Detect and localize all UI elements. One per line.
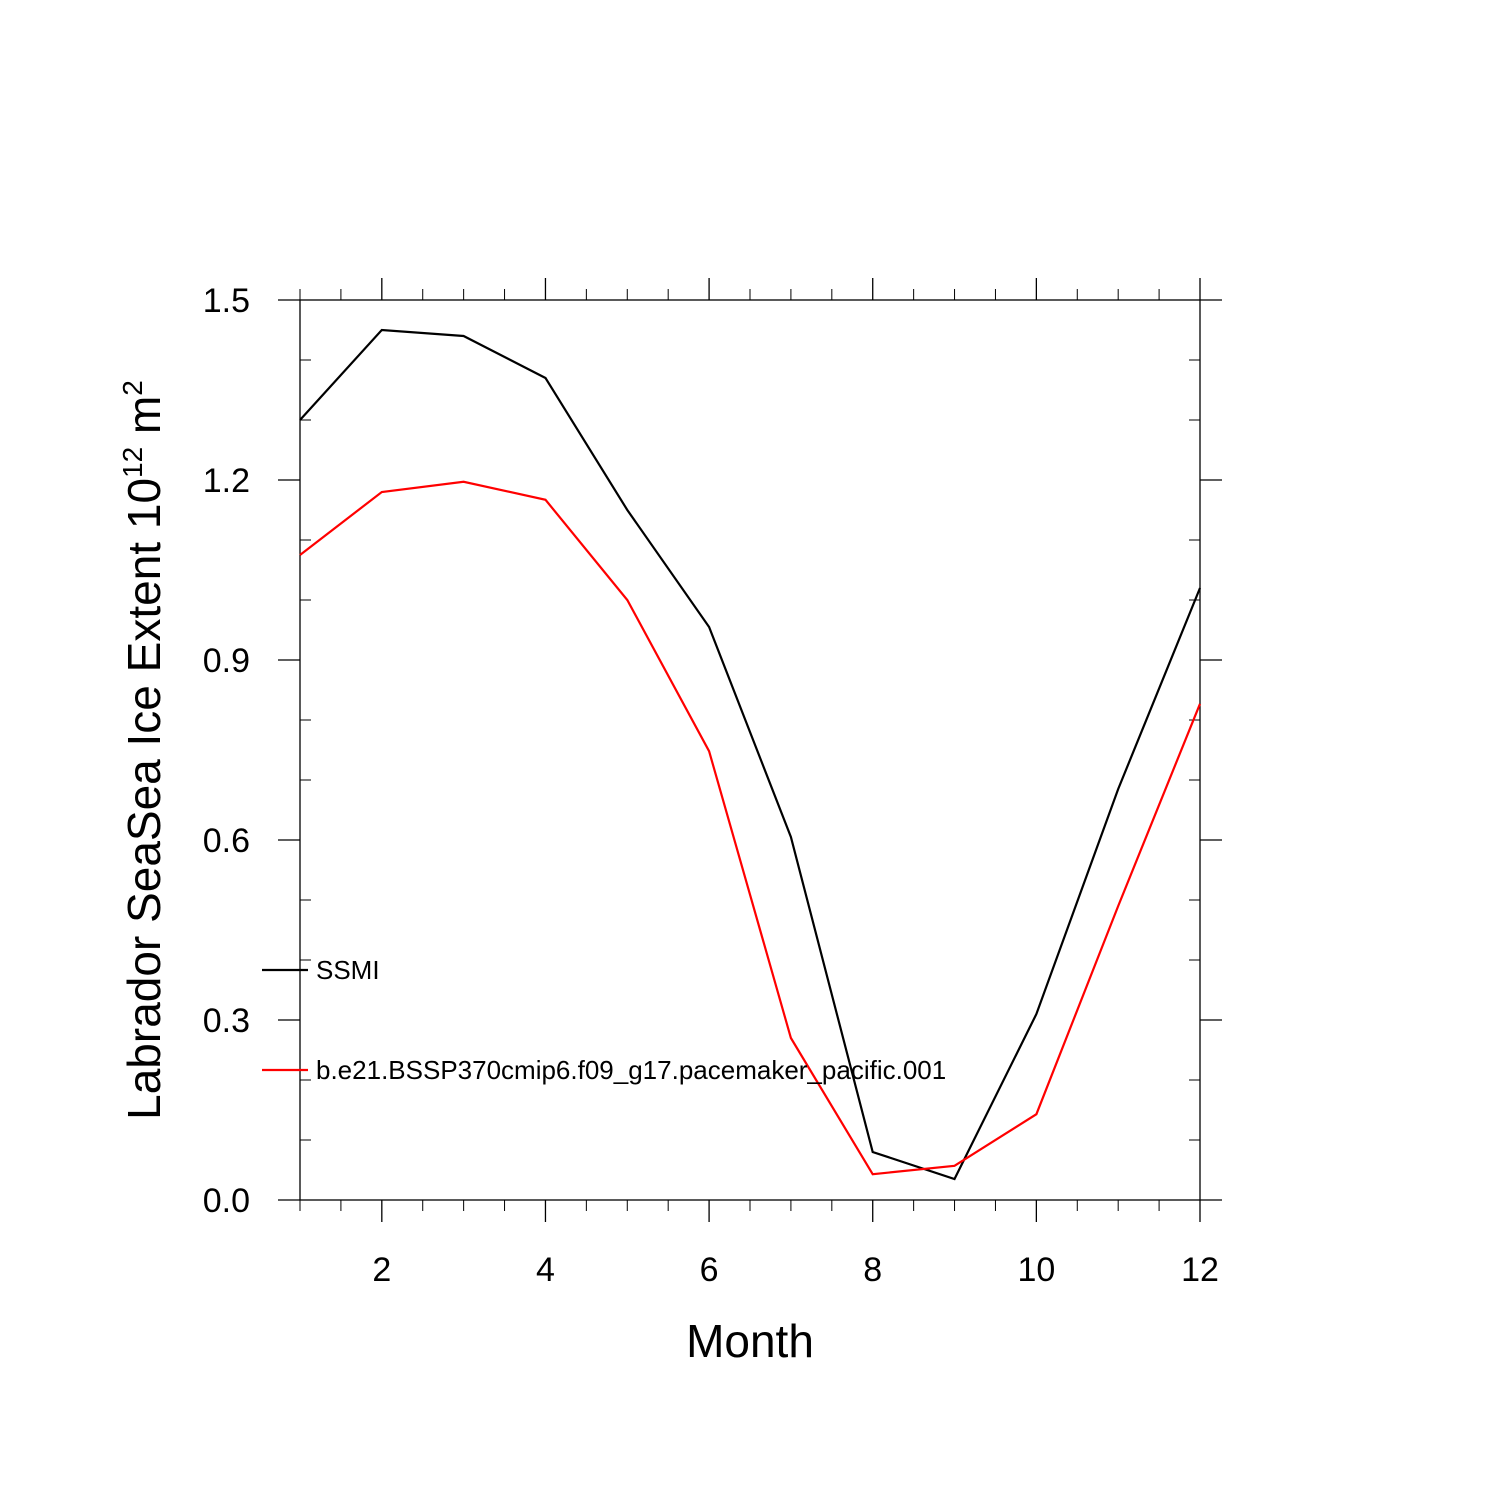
axis-ticks xyxy=(278,278,1222,1222)
y-tick-label: 0.9 xyxy=(203,642,250,680)
x-tick-labels: 2 4 6 8 10 12 xyxy=(372,1251,1219,1289)
x-tick-label: 6 xyxy=(700,1251,719,1289)
y-tick-labels: 0.0 0.3 0.6 0.9 1.2 1.5 xyxy=(203,282,250,1220)
y-tick-label: 1.5 xyxy=(203,282,250,320)
legend: SSMI b.e21.BSSP370cmip6.f09_g17.pacemaker… xyxy=(262,955,946,1085)
series-line xyxy=(299,328,1202,1181)
legend-label: b.e21.BSSP370cmip6.f09_g17.pacemaker_pac… xyxy=(316,1055,946,1085)
y-tick-label: 0.3 xyxy=(203,1002,250,1040)
y-tick-label: 1.2 xyxy=(203,462,250,500)
y-tick-label: 0.6 xyxy=(203,822,250,860)
x-tick-label: 4 xyxy=(536,1251,555,1289)
x-axis-title: Month xyxy=(686,1315,814,1367)
legend-label: SSMI xyxy=(316,955,380,985)
series-line xyxy=(299,480,1202,1176)
x-tick-label: 2 xyxy=(372,1251,391,1289)
y-axis-title: Labrador SeaSea Ice Extent 1012 m2 xyxy=(117,380,170,1120)
y-tick-label: 0.0 xyxy=(203,1182,250,1220)
x-tick-label: 12 xyxy=(1181,1251,1219,1289)
x-tick-label: 8 xyxy=(863,1251,882,1289)
series-lines xyxy=(299,328,1202,1181)
x-tick-label: 10 xyxy=(1017,1251,1055,1289)
